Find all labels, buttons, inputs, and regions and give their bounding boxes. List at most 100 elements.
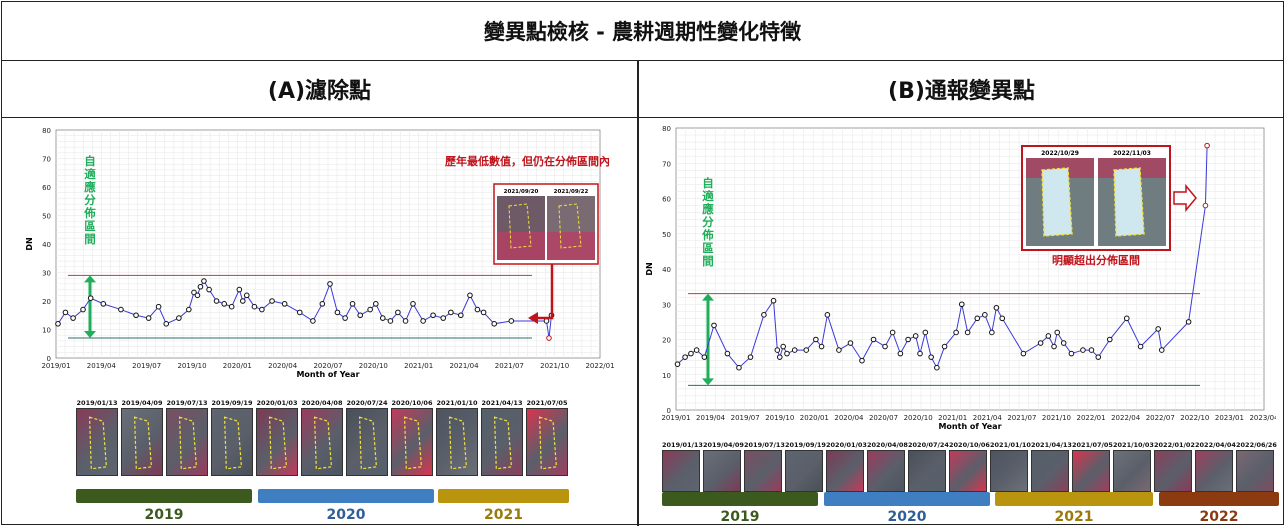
data-point [342, 315, 348, 321]
thumbnail-image [662, 450, 700, 492]
y-tick-label: 10 [42, 327, 51, 335]
field-boundary [88, 416, 108, 470]
data-point [682, 354, 688, 360]
y-tick-label: 20 [42, 298, 51, 306]
data-point [1060, 340, 1067, 346]
data-point [1155, 326, 1161, 332]
data-point [296, 309, 303, 316]
data-point [448, 309, 454, 316]
thumbnail-image [785, 450, 823, 492]
data-point [491, 321, 498, 327]
thumbnail-image [1154, 450, 1192, 492]
panel-a-heading: (A)濾除點 [2, 60, 637, 118]
field-boundary [223, 416, 243, 470]
data-point [1204, 142, 1210, 149]
thumbnail: 2022/06/26 [1236, 440, 1277, 492]
panel-a-thumbnails: 2019/01/13 2019/04/09 2019/07/13 2019/09/19… [76, 398, 571, 476]
year-bar-2021-b [995, 492, 1153, 506]
data-point [163, 321, 170, 327]
year-label-2020-a: 2020 [326, 507, 366, 523]
data-point [1202, 202, 1209, 209]
inset-date: 2021/09/22 [554, 189, 589, 195]
inset-boundary [508, 203, 532, 249]
thumbnail-image [436, 408, 478, 476]
data-point [420, 318, 426, 324]
thumbnail-date: 2019/01/13 [662, 441, 703, 449]
data-point [100, 301, 107, 307]
data-point [176, 315, 182, 321]
inset-date: 2022/11/03 [1113, 150, 1151, 157]
adaptive-label-char: 應 [84, 180, 96, 194]
thumbnail-image [867, 450, 905, 492]
data-point [1095, 354, 1102, 360]
panel-a-red-arrowhead [528, 312, 538, 324]
data-point [1037, 340, 1044, 346]
data-point [194, 292, 201, 299]
data-point [508, 318, 515, 324]
thumbnail: 2021/01/10 [990, 440, 1031, 492]
adaptive-label-char: 佈 [701, 228, 714, 242]
data-point [87, 295, 94, 301]
thumbnail-date: 2021/07/05 [1072, 441, 1113, 449]
x-tick-label: 2021/10 [1042, 414, 1071, 422]
data-point [889, 329, 896, 336]
year-bar-2021-a [438, 489, 569, 503]
thumbnail-image [211, 408, 253, 476]
x-tick-label: 2019/04 [696, 414, 726, 422]
thumbnail-date: 2020/01/03 [256, 399, 298, 407]
data-point [847, 340, 854, 346]
panel-a-chart: 0 10 20 30 40 50 60 70 80 2019/01 2019/04 2019/07 20… [25, 127, 615, 379]
data-point [674, 361, 681, 367]
thumbnail: 2020/01/03 [256, 398, 298, 476]
panel-b-inset: 2022/10/29 2022/11/03 [1021, 145, 1171, 251]
thumbnail: 2019/01/13 [76, 398, 118, 476]
data-point [118, 306, 124, 313]
x-tick-label: 2020/10 [904, 414, 933, 422]
data-point [458, 312, 464, 319]
thumbnail-image [121, 408, 163, 476]
thumbnail-date: 2021/01/10 [990, 441, 1031, 449]
data-point [870, 336, 877, 343]
x-tick-label: 2019/10 [177, 362, 206, 370]
thumbnail-date: 2019/04/09 [121, 399, 163, 407]
data-point [281, 301, 288, 307]
data-point [1185, 319, 1192, 325]
thumbnail: 2022/04/04 [1195, 440, 1236, 492]
adaptive-label-char: 區 [84, 219, 96, 233]
data-point [243, 292, 250, 299]
thumbnail-image [1236, 450, 1274, 492]
x-tick-label: 2019/01 [41, 362, 70, 370]
thumbnail-date: 2019/09/19 [211, 399, 253, 407]
arrow-head-up [702, 293, 714, 301]
year-bar-2022-b [1159, 492, 1279, 506]
data-point [410, 301, 416, 307]
x-tick-label: 2022/01 [1077, 414, 1106, 422]
data-point [379, 315, 386, 321]
adaptive-label-char: 間 [84, 232, 96, 246]
data-point [776, 354, 783, 360]
thumbnail-date: 2019/09/19 [785, 441, 826, 449]
thumbnail: 2021/07/05 [1072, 440, 1113, 492]
data-point [191, 289, 197, 296]
data-point [1137, 343, 1144, 350]
data-point [813, 336, 819, 343]
thumbnail-image [990, 450, 1028, 492]
data-point [206, 286, 212, 293]
data-point [349, 301, 356, 307]
thumbnail: 2020/01/03 [826, 440, 867, 492]
year-bar-2020-a [258, 489, 434, 503]
thumbnail-date: 2022/06/26 [1236, 441, 1277, 449]
arrow-head-down [84, 331, 96, 339]
data-point [186, 306, 192, 313]
thumbnail: 2021/10/03 [1113, 440, 1154, 492]
y-axis-label: DN [646, 262, 654, 275]
panel-b-chart: 0 10 20 30 40 50 60 70 80 2019/01 2019/04 2019/07 20… [646, 125, 1276, 431]
data-point [1080, 347, 1086, 353]
x-tick-label: 2021/04 [449, 362, 479, 370]
panel-a-inset: 2021/09/20 2021/09/22 [493, 183, 599, 265]
field-boundary [313, 416, 333, 470]
x-tick-label: 2021/07 [495, 362, 524, 370]
year-label-2020-b: 2020 [887, 509, 927, 525]
inset-boundary [1113, 167, 1145, 237]
x-tick-label: 2019/04 [87, 362, 117, 370]
